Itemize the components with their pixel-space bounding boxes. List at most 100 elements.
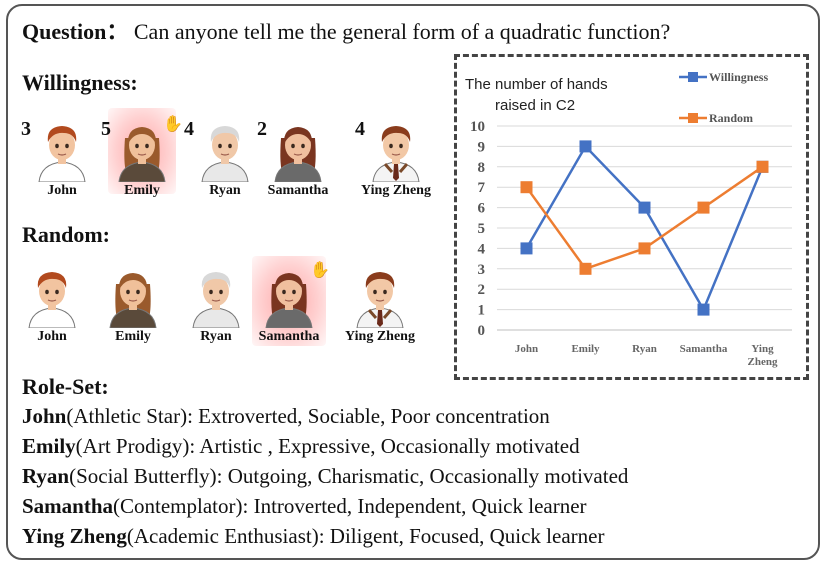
- y-tick-label: 5: [478, 221, 486, 237]
- agent-portrait: [185, 266, 247, 329]
- role-name: Emily: [22, 434, 76, 458]
- agent-portrait: 2: [257, 118, 329, 183]
- portrait-icon: [192, 272, 240, 329]
- portrait-icon: [109, 273, 157, 329]
- portrait-icon: [28, 272, 76, 329]
- question-label: Question: [22, 19, 107, 44]
- y-tick-label: 7: [478, 180, 486, 196]
- role-description: (Academic Enthusiast): Diligent, Focused…: [126, 524, 605, 548]
- portrait-icon: [372, 126, 420, 183]
- legend-label: Willingness: [709, 70, 768, 84]
- portrait-icon: [201, 126, 249, 183]
- data-point-random: [697, 201, 710, 214]
- question-line: Question： Can anyone tell me the general…: [22, 14, 670, 46]
- data-point-random: [579, 262, 592, 275]
- data-point-random: [638, 242, 651, 255]
- legend-swatch-marker: [688, 113, 698, 123]
- portrait-icon: [356, 272, 404, 329]
- agent-name: Ying Zheng: [361, 183, 431, 198]
- agent-portrait: [102, 266, 164, 329]
- agent-name: John: [47, 183, 77, 198]
- willingness-agent-emily: 5 ✋ Emily: [101, 116, 183, 199]
- y-tick-label: 0: [478, 323, 486, 339]
- question-separator: ：: [106, 19, 129, 44]
- y-tick-label: 8: [478, 160, 486, 176]
- random-agent-samantha: ✋ Samantha: [249, 262, 330, 345]
- agent-portrait: 4: [184, 118, 256, 183]
- role-name: Ying Zheng: [22, 524, 127, 548]
- role-name: Samantha: [22, 494, 114, 518]
- x-tick-label: Zheng: [748, 356, 778, 368]
- hand-raise-count: 5: [101, 118, 111, 140]
- willingness-title: Willingness:: [22, 70, 138, 95]
- role-line-emily: Emily(Art Prodigy): Artistic , Expressiv…: [22, 434, 580, 459]
- y-tick-label: 6: [478, 201, 486, 217]
- x-tick-label: Ying: [751, 343, 774, 355]
- x-tick-label: Samantha: [680, 343, 728, 355]
- portrait-icon: [118, 127, 166, 183]
- random-agent-ryan: Ryan: [176, 266, 256, 345]
- random-agent-emily: Emily: [93, 266, 173, 345]
- portrait-icon: [265, 273, 313, 329]
- question-text: Can anyone tell me the general form of a…: [133, 19, 671, 44]
- x-tick-label: Ryan: [632, 343, 657, 355]
- data-point-willingness: [579, 140, 592, 153]
- random-title: Random:: [22, 222, 111, 247]
- legend-label: Random: [709, 111, 753, 125]
- chart-title: raised in C2: [495, 97, 575, 114]
- legend-swatch-marker: [688, 72, 698, 82]
- willingness-agent-john: 3 John: [21, 118, 102, 199]
- agent-portrait: 4: [355, 118, 427, 183]
- random-agent-ying-zheng: Ying Zheng: [340, 266, 420, 345]
- role-description: (Athletic Star): Extroverted, Sociable, …: [66, 404, 550, 428]
- data-point-random: [756, 160, 769, 173]
- data-point-willingness: [520, 242, 533, 255]
- agent-name: Samantha: [258, 329, 320, 344]
- agent-name: John: [37, 329, 67, 344]
- figure-frame: [6, 4, 820, 560]
- role-line-john: John(Athletic Star): Extroverted, Sociab…: [22, 404, 550, 429]
- y-tick-label: 1: [478, 303, 486, 319]
- role-line-ying-zheng: Ying Zheng(Academic Enthusiast): Diligen…: [22, 524, 604, 549]
- agent-portrait: 5 ✋: [101, 116, 183, 183]
- role-name: John: [22, 404, 67, 428]
- data-point-willingness: [697, 303, 710, 316]
- role-description: (Social Butterfly): Outgoing, Charismati…: [69, 464, 629, 488]
- willingness-agent-ying-zheng: 4 Ying Zheng: [355, 118, 436, 199]
- x-tick-label: John: [515, 343, 538, 355]
- agent-portrait: ✋: [258, 262, 330, 329]
- hand-raise-count: 4: [355, 118, 365, 140]
- x-tick-label: Emily: [571, 343, 600, 355]
- y-tick-label: 2: [478, 282, 486, 298]
- agent-portrait: 3: [21, 118, 93, 183]
- willingness-agent-ryan: 4 Ryan: [184, 118, 265, 199]
- chart-container: The number of hands raised in C2 0 1 2 3 4 5 6 7 8…: [454, 54, 809, 380]
- data-point-willingness: [638, 201, 651, 214]
- hand-raise-count: 4: [184, 118, 194, 140]
- raised-hand-icon: ✋: [310, 262, 330, 279]
- willingness-agent-samantha: 2 Samantha: [257, 118, 338, 199]
- y-tick-label: 4: [478, 241, 486, 257]
- agent-name: Samantha: [267, 183, 329, 198]
- agent-portrait: [21, 266, 83, 329]
- raised-hand-icon: ✋: [163, 116, 183, 133]
- agent-name: Emily: [115, 329, 151, 344]
- role-line-samantha: Samantha(Contemplator): Introverted, Ind…: [22, 494, 587, 519]
- hand-raise-count: 2: [257, 118, 267, 140]
- portrait-icon: [38, 126, 86, 183]
- role-description: (Contemplator): Introverted, Independent…: [113, 494, 587, 518]
- agent-name: Ying Zheng: [345, 329, 415, 344]
- role-name: Ryan: [22, 464, 70, 488]
- agent-portrait: [349, 266, 411, 329]
- roleset-title: Role-Set:: [22, 374, 109, 399]
- y-tick-label: 9: [478, 139, 486, 155]
- hand-raise-count: 3: [21, 118, 31, 140]
- agent-name: Ryan: [209, 183, 241, 198]
- chart-title: The number of hands: [465, 76, 608, 93]
- role-description: (Art Prodigy): Artistic , Expressive, Oc…: [75, 434, 580, 458]
- line-chart: The number of hands raised in C2 0 1 2 3 4 5 6 7 8…: [465, 70, 792, 368]
- y-tick-label: 3: [478, 262, 486, 278]
- agent-name: Emily: [124, 183, 160, 198]
- y-tick-label: 10: [470, 119, 485, 135]
- agent-name: Ryan: [200, 329, 232, 344]
